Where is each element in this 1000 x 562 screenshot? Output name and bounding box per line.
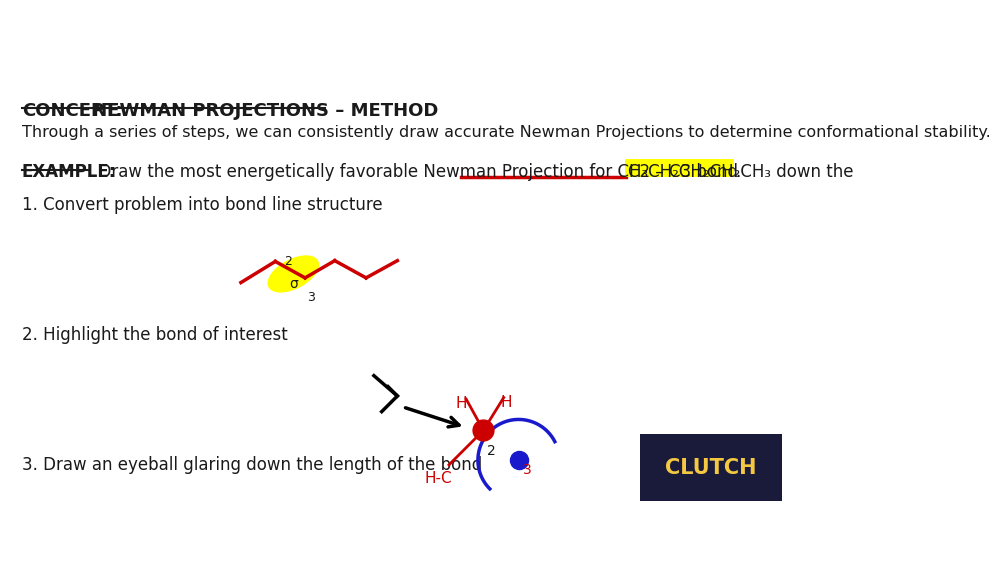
Text: 3: 3 xyxy=(307,291,314,304)
Text: Draw the most energetically favorable Newman Projection for CH₃CH₂CH₂CH₂CH₃ down: Draw the most energetically favorable Ne… xyxy=(88,163,858,181)
FancyBboxPatch shape xyxy=(640,434,782,501)
Ellipse shape xyxy=(267,255,319,293)
Text: 2: 2 xyxy=(284,255,292,268)
Text: 3. Draw an eyeball glaring down the length of the bond: 3. Draw an eyeball glaring down the leng… xyxy=(22,456,482,474)
Text: H: H xyxy=(500,395,512,410)
FancyBboxPatch shape xyxy=(625,159,734,177)
Text: 1. Convert problem into bond line structure: 1. Convert problem into bond line struct… xyxy=(22,196,383,214)
Text: H: H xyxy=(456,396,467,411)
Text: H-C: H-C xyxy=(424,471,452,486)
Text: Through a series of steps, we can consistently draw accurate Newman Projections : Through a series of steps, we can consis… xyxy=(22,125,991,140)
Text: σ: σ xyxy=(289,277,298,291)
Text: CLUTCH: CLUTCH xyxy=(665,458,757,478)
Text: C2 – C3 bond: C2 – C3 bond xyxy=(628,163,738,181)
Text: 2: 2 xyxy=(487,445,495,459)
Text: EXAMPLE:: EXAMPLE: xyxy=(22,163,116,181)
Text: 2. Highlight the bond of interest: 2. Highlight the bond of interest xyxy=(22,325,288,343)
Text: .: . xyxy=(735,163,741,181)
Text: CONCEPT:: CONCEPT: xyxy=(22,102,123,120)
Text: 3: 3 xyxy=(523,463,531,477)
Text: NEWMAN PROJECTIONS – METHOD: NEWMAN PROJECTIONS – METHOD xyxy=(86,102,438,120)
